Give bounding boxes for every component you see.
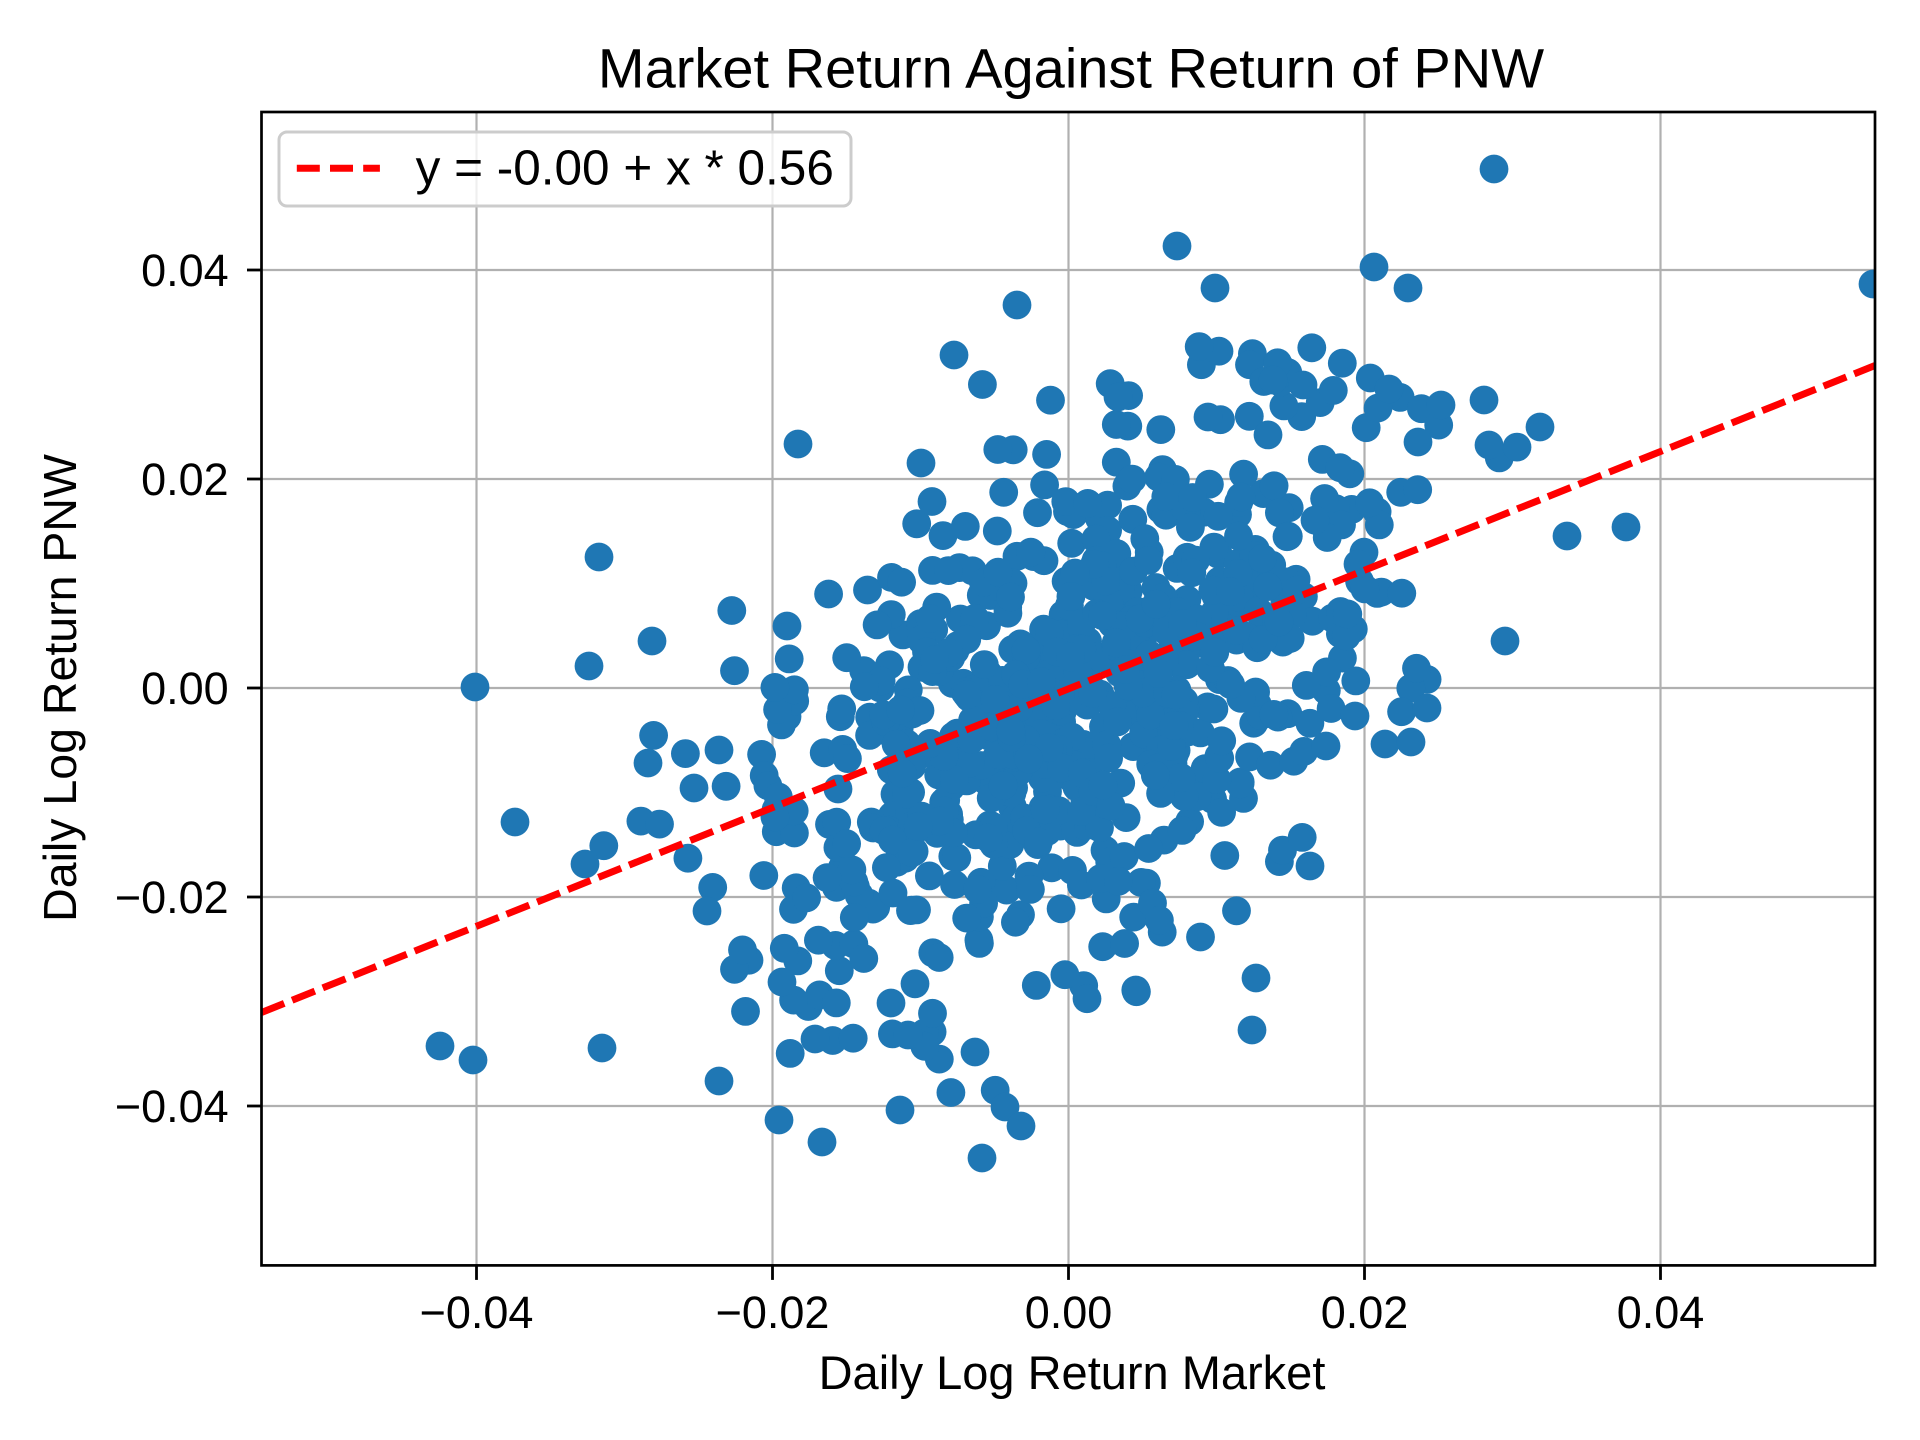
svg-text:y = -0.00 + x * 0.56: y = -0.00 + x * 0.56 xyxy=(416,141,834,196)
svg-text:−0.04: −0.04 xyxy=(115,1081,229,1132)
svg-text:0.02: 0.02 xyxy=(141,454,229,505)
svg-text:0.00: 0.00 xyxy=(1025,1287,1113,1338)
svg-text:Daily Log Return Market: Daily Log Return Market xyxy=(819,1346,1326,1399)
svg-text:−0.02: −0.02 xyxy=(716,1287,830,1338)
svg-text:0.04: 0.04 xyxy=(1617,1287,1705,1338)
svg-text:−0.04: −0.04 xyxy=(420,1287,534,1338)
svg-text:0.04: 0.04 xyxy=(141,245,229,296)
svg-text:0.00: 0.00 xyxy=(141,663,229,714)
svg-text:−0.02: −0.02 xyxy=(115,872,229,923)
svg-text:Daily Log Return PNW: Daily Log Return PNW xyxy=(34,454,86,922)
svg-text:0.02: 0.02 xyxy=(1321,1287,1409,1338)
svg-text:Market Return Against Return o: Market Return Against Return of PNW xyxy=(598,37,1544,100)
